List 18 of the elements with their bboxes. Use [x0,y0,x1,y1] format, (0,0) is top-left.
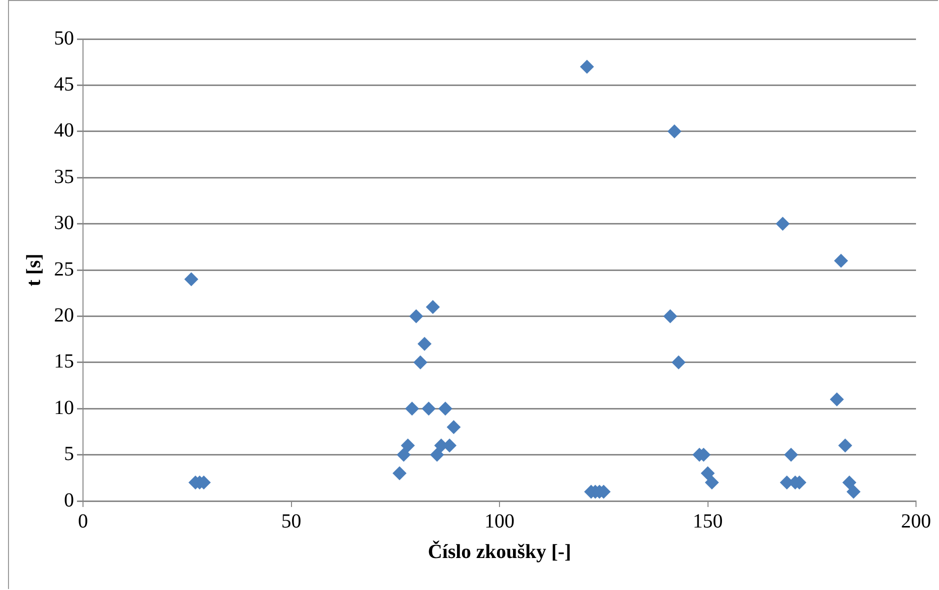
y-tick-label: 0 [64,489,74,512]
y-tick-label: 35 [54,166,74,188]
x-tick-label: 100 [484,510,514,532]
y-tick-label: 45 [54,73,74,96]
y-axis-title: t [s] [23,254,46,286]
y-tick-label: 20 [54,304,74,326]
y-tick-label: 30 [54,212,74,234]
x-tick-label: 50 [281,510,302,532]
y-tick-label: 15 [54,350,74,373]
y-tick-label: 40 [54,120,74,142]
y-tick-label: 5 [64,443,74,466]
y-tick-label: 10 [54,396,74,419]
x-tick-label: 150 [692,510,723,532]
y-tick-label: 25 [54,258,74,280]
x-tick-label: 200 [901,510,931,532]
x-tick-label: 0 [78,510,88,532]
x-axis-title: Číslo zkoušky [-] [428,540,572,564]
y-tick-label: 50 [54,27,74,50]
